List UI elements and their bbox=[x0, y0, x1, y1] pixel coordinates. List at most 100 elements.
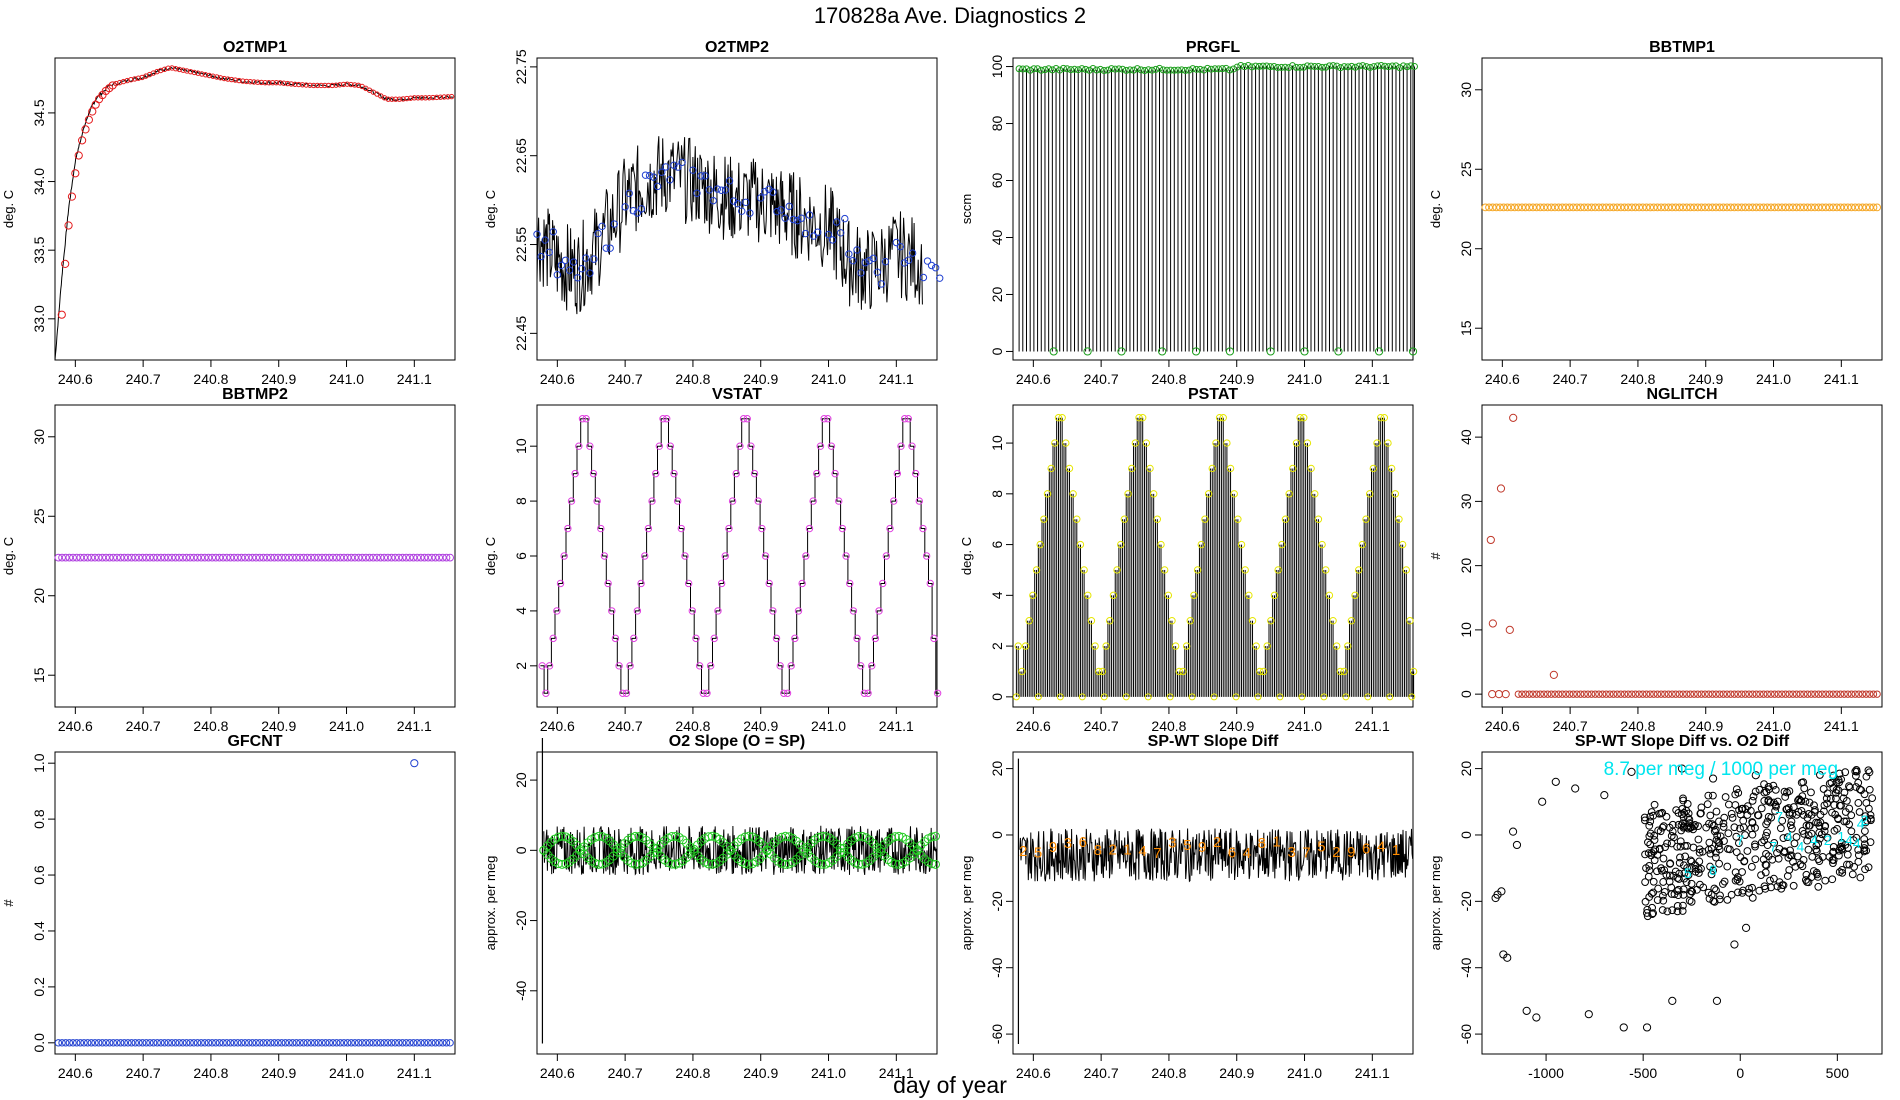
data-point bbox=[1831, 788, 1840, 797]
data-point bbox=[1695, 857, 1704, 866]
data-point bbox=[1821, 822, 1829, 831]
data-point bbox=[292, 81, 298, 87]
y-tick-label: 80 bbox=[989, 116, 1005, 132]
x-tick-label: 240.7 bbox=[1553, 371, 1588, 387]
data-point bbox=[1838, 868, 1847, 877]
data-point bbox=[717, 186, 726, 194]
data-point bbox=[1307, 464, 1315, 473]
data-point bbox=[1237, 540, 1246, 549]
data-point bbox=[1684, 824, 1693, 833]
outlier-point bbox=[1551, 777, 1560, 786]
y-tick-label: 0 bbox=[1458, 831, 1474, 839]
data-point bbox=[621, 203, 629, 211]
data-point bbox=[1395, 515, 1403, 523]
data-point bbox=[864, 689, 872, 697]
data-point bbox=[794, 607, 803, 615]
data-point bbox=[1525, 203, 1534, 212]
data-point bbox=[1818, 203, 1827, 212]
data-point bbox=[270, 1039, 279, 1047]
data-point bbox=[931, 831, 941, 841]
data-point bbox=[1693, 203, 1702, 212]
data-point bbox=[626, 662, 634, 670]
data-point bbox=[1801, 876, 1810, 884]
y-tick-label: 22.75 bbox=[513, 49, 529, 84]
data-point bbox=[1804, 845, 1813, 854]
data-point bbox=[206, 72, 212, 79]
data-label: 4 bbox=[1845, 832, 1853, 848]
data-point bbox=[1503, 203, 1512, 212]
data-point bbox=[256, 1039, 264, 1047]
data-label: 5 bbox=[1034, 844, 1042, 861]
data-point bbox=[1764, 812, 1773, 821]
data-point bbox=[1181, 66, 1189, 74]
data-point bbox=[1292, 439, 1301, 447]
data-point bbox=[1840, 203, 1849, 212]
data-label: 5 bbox=[1183, 837, 1191, 854]
data-point bbox=[310, 82, 317, 89]
data-point bbox=[1115, 65, 1123, 73]
data-point bbox=[354, 553, 363, 562]
data-point bbox=[1635, 690, 1643, 698]
data-point bbox=[1673, 902, 1682, 910]
data-label: 3 bbox=[1064, 835, 1072, 852]
data-point bbox=[1514, 203, 1523, 212]
data-point bbox=[1620, 203, 1629, 212]
data-point bbox=[1678, 810, 1686, 819]
data-point bbox=[915, 497, 924, 505]
data-point bbox=[1362, 515, 1370, 523]
data-point bbox=[586, 269, 594, 277]
data-point bbox=[1843, 850, 1852, 859]
data-point bbox=[142, 1039, 150, 1047]
data-point bbox=[1240, 63, 1248, 71]
data-point bbox=[1660, 203, 1669, 212]
data-point bbox=[1772, 802, 1780, 811]
data-point bbox=[1756, 203, 1764, 212]
data-point bbox=[340, 1039, 348, 1047]
data-point bbox=[1200, 66, 1208, 74]
data-point bbox=[1642, 203, 1651, 212]
y-tick-label: 0.8 bbox=[31, 809, 47, 829]
data-point bbox=[667, 859, 677, 869]
x-tick-label: 240.6 bbox=[540, 1065, 575, 1081]
y-tick-label: 10 bbox=[989, 435, 1005, 451]
data-point bbox=[362, 553, 370, 562]
data-point bbox=[1403, 63, 1411, 71]
data-point bbox=[146, 553, 154, 562]
data-point bbox=[80, 553, 88, 562]
data-point bbox=[446, 1039, 454, 1047]
data-point bbox=[340, 81, 347, 88]
data-point bbox=[1695, 848, 1704, 857]
data-point bbox=[1678, 805, 1687, 813]
data-point bbox=[1712, 886, 1720, 895]
data-label: 4 bbox=[1377, 839, 1385, 856]
data-point bbox=[1786, 821, 1795, 830]
data-point bbox=[344, 81, 350, 87]
data-point bbox=[569, 258, 578, 266]
data-point bbox=[439, 1039, 447, 1047]
data-point bbox=[881, 258, 890, 266]
data-point bbox=[1748, 203, 1757, 212]
series-line bbox=[543, 825, 938, 876]
data-point bbox=[1532, 203, 1541, 212]
data-point bbox=[1366, 63, 1374, 71]
data-point bbox=[1289, 464, 1297, 473]
data-point bbox=[630, 634, 638, 643]
data-point bbox=[146, 1039, 154, 1047]
data-point bbox=[1521, 690, 1530, 698]
data-point bbox=[1673, 907, 1682, 916]
data-label: 4 bbox=[1810, 832, 1818, 848]
data-point bbox=[1336, 667, 1345, 676]
data-point bbox=[1802, 821, 1811, 830]
data-label: 3 bbox=[1287, 844, 1295, 861]
data-point bbox=[845, 250, 853, 258]
data-point bbox=[189, 553, 198, 562]
data-point bbox=[1281, 515, 1290, 523]
data-point bbox=[1263, 642, 1271, 650]
data-point bbox=[88, 107, 97, 116]
data-point bbox=[76, 1039, 85, 1047]
data-point bbox=[1759, 203, 1768, 212]
y-tick-label: 0 bbox=[989, 831, 1005, 839]
data-point bbox=[1348, 62, 1356, 70]
data-point bbox=[394, 553, 403, 562]
